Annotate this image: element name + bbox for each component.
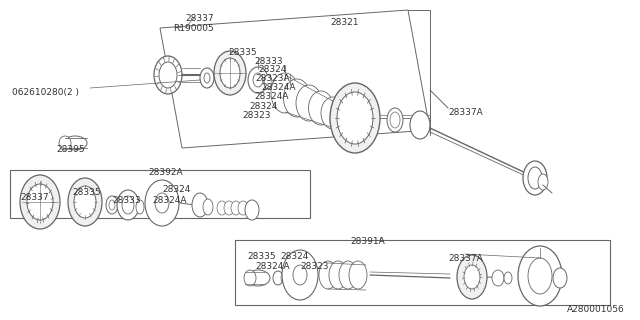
Ellipse shape [27,184,53,220]
Text: 28324: 28324 [280,252,308,261]
Text: 28337: 28337 [185,14,214,23]
Ellipse shape [68,178,102,226]
Text: 28337A: 28337A [448,108,483,117]
Ellipse shape [271,73,299,113]
Ellipse shape [284,79,310,117]
Ellipse shape [293,265,307,285]
Ellipse shape [264,75,272,89]
Text: 28335: 28335 [247,252,276,261]
Text: 28324A: 28324A [255,262,289,271]
Ellipse shape [339,261,357,289]
Text: 28392A: 28392A [148,168,182,177]
Ellipse shape [492,270,504,286]
Ellipse shape [246,270,270,286]
Ellipse shape [245,200,259,220]
Ellipse shape [329,261,347,289]
Ellipse shape [200,68,214,88]
Text: 28324: 28324 [258,65,286,74]
Bar [235,240,610,305]
Text: R190005: R190005 [173,24,214,33]
Text: 28324A: 28324A [254,92,289,101]
Text: 28335: 28335 [228,48,257,57]
Text: 28391A: 28391A [350,237,385,246]
Ellipse shape [330,83,380,153]
Text: 28323: 28323 [300,262,328,271]
Ellipse shape [155,193,169,213]
Ellipse shape [308,91,333,125]
Ellipse shape [349,261,367,289]
Ellipse shape [214,51,246,95]
Ellipse shape [321,97,345,129]
Ellipse shape [528,258,552,294]
Ellipse shape [220,58,240,88]
Ellipse shape [538,174,548,190]
Ellipse shape [296,85,322,121]
Ellipse shape [145,180,179,226]
Text: 28324: 28324 [162,185,190,194]
Text: A280001056: A280001056 [567,305,625,314]
Ellipse shape [273,271,283,285]
Ellipse shape [390,112,400,128]
Ellipse shape [122,196,134,214]
Text: 062610280(2 ): 062610280(2 ) [12,88,79,97]
Text: 28324: 28324 [249,102,277,111]
Ellipse shape [238,201,248,215]
Ellipse shape [282,250,318,300]
Ellipse shape [109,200,115,210]
Ellipse shape [59,136,71,150]
Ellipse shape [244,270,256,286]
Ellipse shape [231,201,241,215]
Text: 28335: 28335 [72,188,100,197]
Ellipse shape [464,265,480,289]
Ellipse shape [337,92,373,144]
Polygon shape [160,10,430,148]
Text: 28333: 28333 [112,196,141,205]
Text: 28324A: 28324A [152,196,186,205]
Ellipse shape [136,200,144,214]
Ellipse shape [192,193,208,217]
Text: 28337: 28337 [20,193,49,202]
Text: 28323A: 28323A [255,74,290,83]
Ellipse shape [518,246,562,306]
Bar [10,170,310,218]
Ellipse shape [553,268,567,288]
Ellipse shape [281,273,287,283]
Ellipse shape [74,186,96,218]
Text: 28395: 28395 [56,145,84,154]
Text: 28333: 28333 [254,57,283,66]
Ellipse shape [63,136,87,150]
Ellipse shape [20,175,60,229]
Ellipse shape [387,108,403,132]
Ellipse shape [523,161,547,195]
Ellipse shape [333,103,356,133]
Ellipse shape [203,199,213,215]
Text: 28337A: 28337A [448,254,483,263]
Ellipse shape [410,111,430,139]
Ellipse shape [224,201,234,215]
Text: 28324A: 28324A [261,83,296,92]
Ellipse shape [457,255,487,299]
Ellipse shape [159,62,177,88]
Ellipse shape [204,73,210,83]
Ellipse shape [504,272,512,284]
Ellipse shape [528,167,542,189]
Ellipse shape [117,190,139,220]
Ellipse shape [217,201,227,215]
Ellipse shape [154,56,182,94]
Text: 28323: 28323 [242,111,271,120]
Ellipse shape [106,196,118,214]
Ellipse shape [319,261,337,289]
Ellipse shape [253,73,263,87]
Text: 28321: 28321 [330,18,358,27]
Ellipse shape [248,67,268,93]
